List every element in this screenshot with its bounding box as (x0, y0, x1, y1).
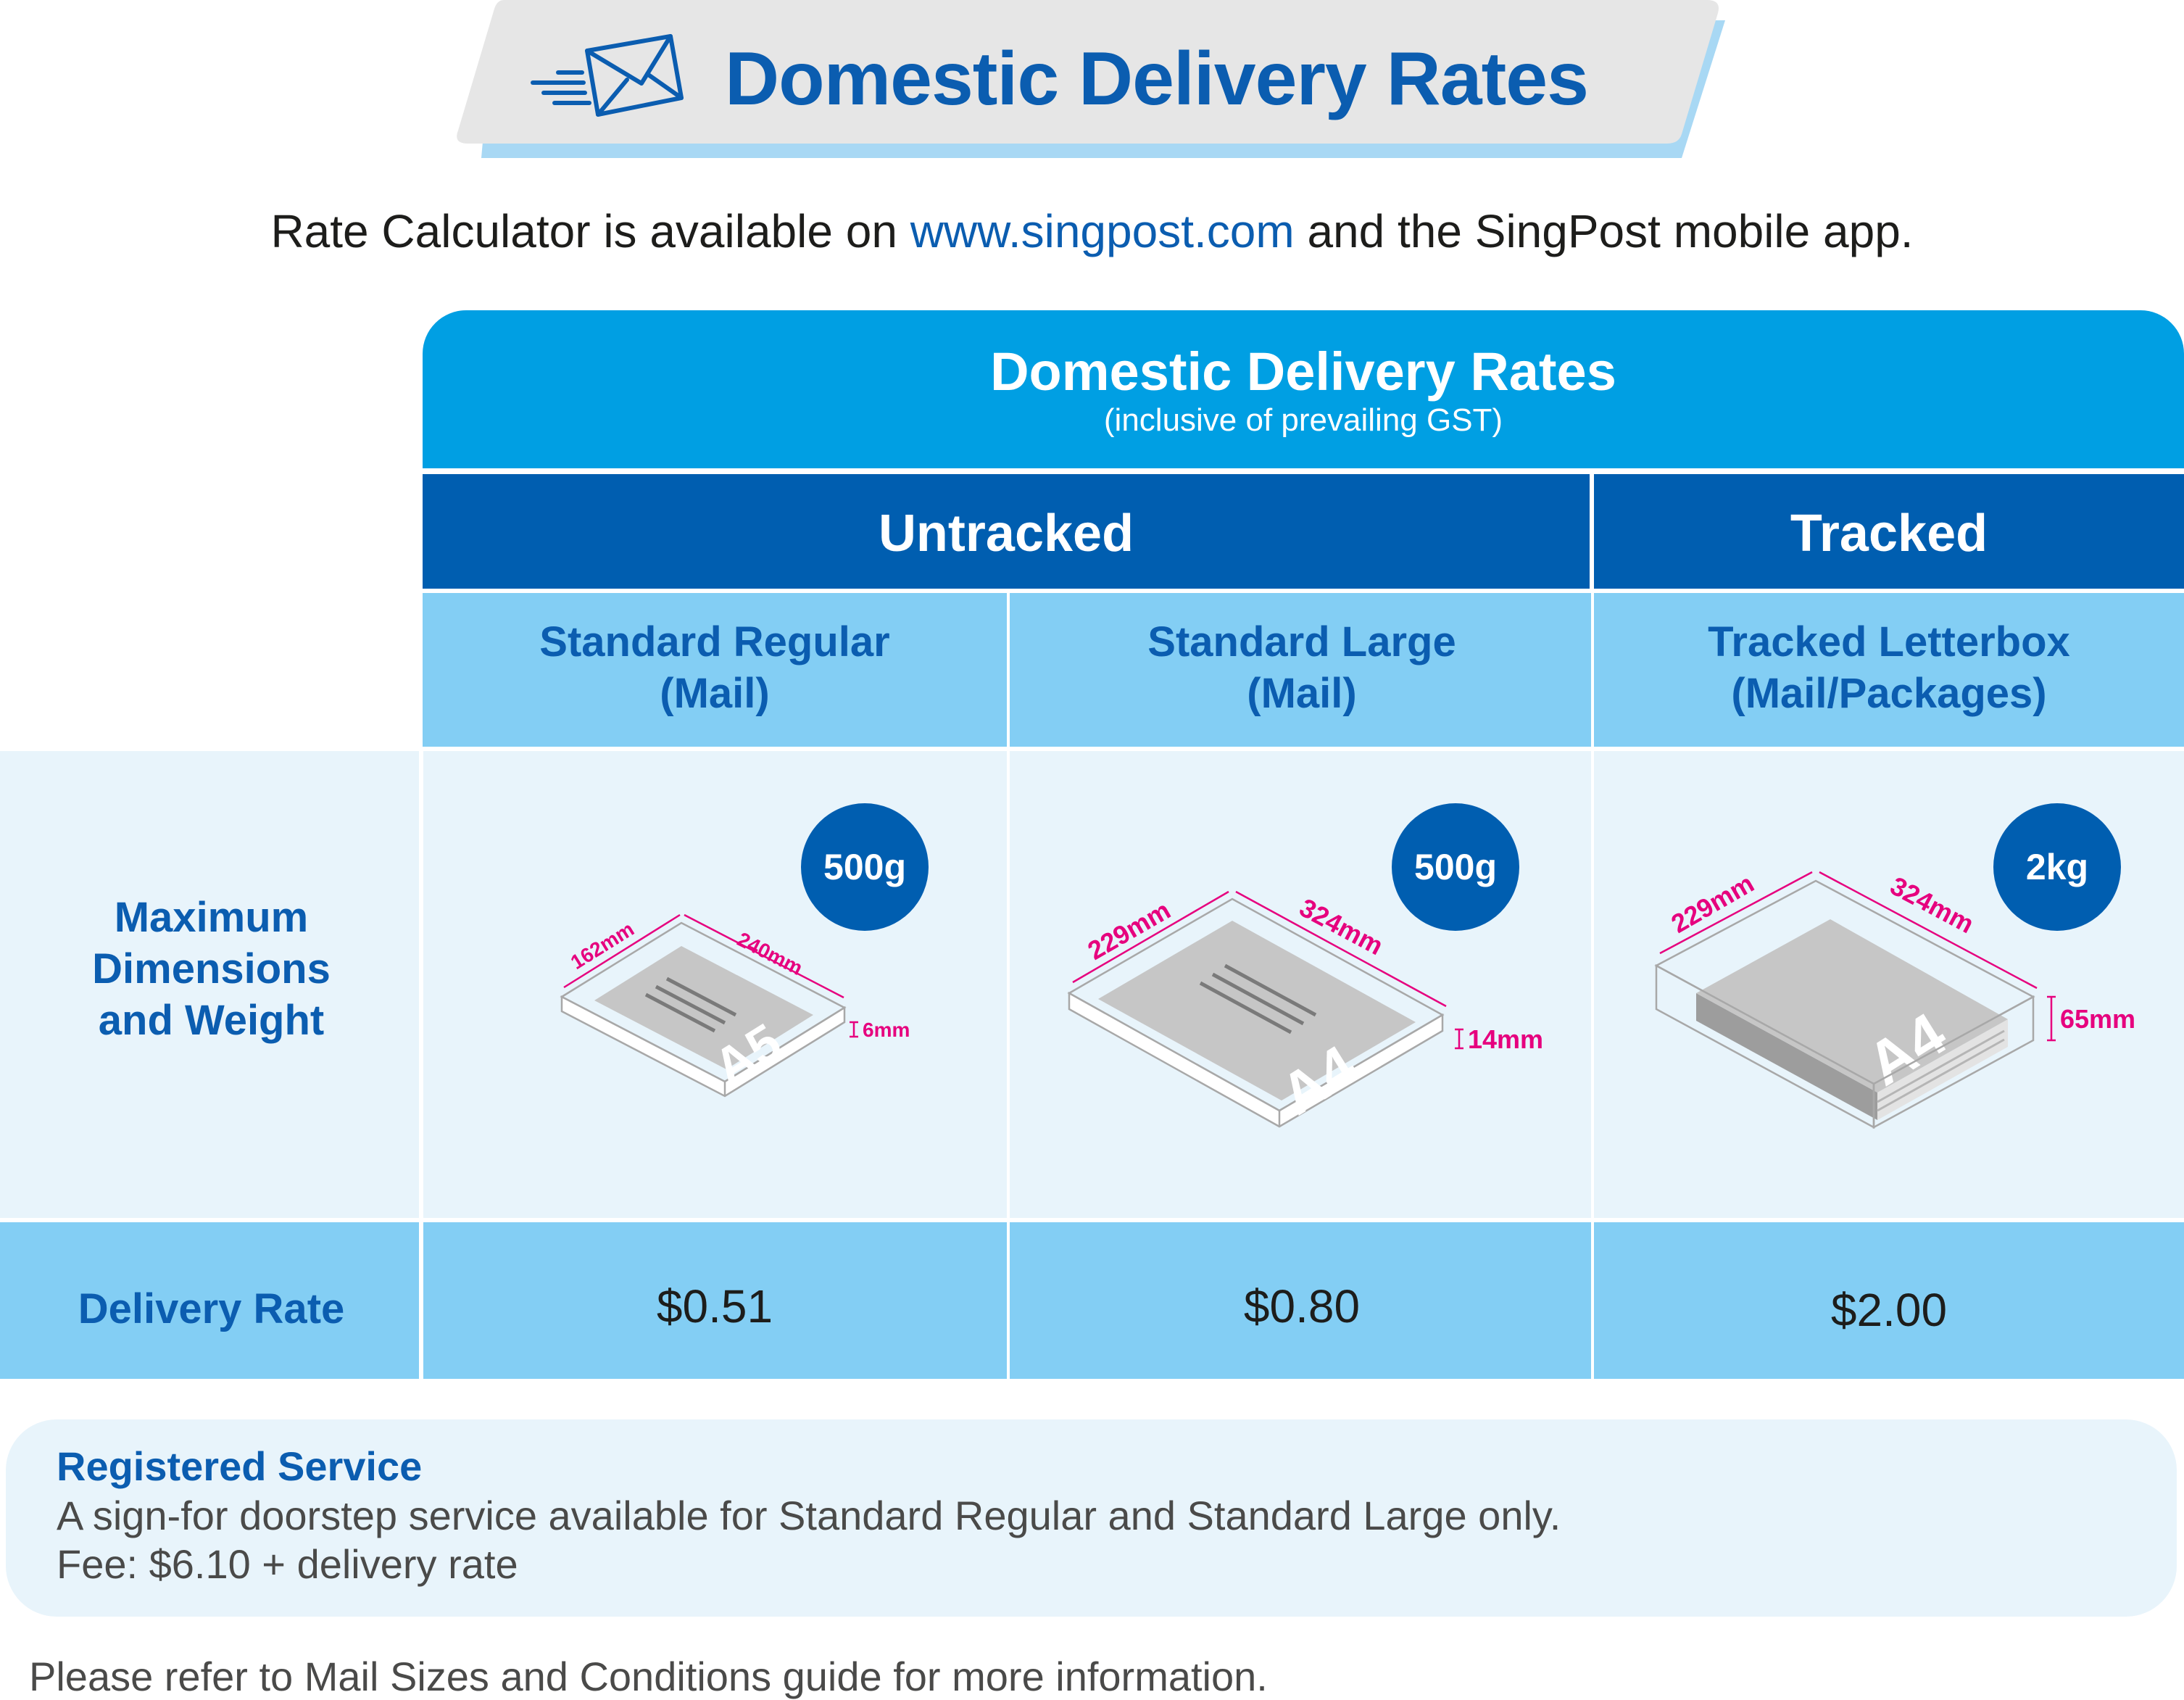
registered-service-box (6, 1419, 2177, 1617)
envelope-icon (531, 34, 684, 117)
dimension-length-label: 324mm (1885, 871, 1979, 939)
a5-envelope-illustration: A5 162mm 240mm 6mm (560, 913, 910, 1098)
service-name-tracked-letterbox: Tracked Letterbox (Mail/Packages) (1594, 616, 2184, 719)
footer-note: Please refer to Mail Sizes and Condition… (29, 1654, 1268, 1699)
registered-service-fee: Fee: $6.10 + delivery rate (57, 1541, 518, 1587)
tracked-label: Tracked (1790, 505, 1988, 563)
row-label-line1: Maximum (114, 894, 309, 941)
service-name-line1: Standard Large (1147, 618, 1456, 666)
table-subtitle: (inclusive of prevailing GST) (1103, 402, 1503, 438)
service-name-line1: Tracked Letterbox (1708, 618, 2070, 666)
service-name-standard-large: Standard Large (Mail) (1010, 616, 1594, 719)
service-name-standard-regular: Standard Regular (Mail) (423, 616, 1007, 719)
row-label-line2: Dimensions (92, 945, 331, 992)
a4-envelope-illustration: A4 229mm 324mm 14mm (1067, 890, 1543, 1128)
rate-row (0, 1222, 2184, 1379)
singpost-link[interactable]: www.singpost.com (910, 205, 1295, 257)
note-prefix: Rate Calculator is available on (270, 205, 910, 257)
service-header-row (423, 593, 2184, 747)
registered-service-title: Registered Service (57, 1443, 423, 1489)
row-divider (423, 747, 2184, 751)
column-divider (1007, 593, 1010, 1379)
registered-service-description: A sign-for doorstep service available fo… (57, 1493, 1561, 1538)
page-title: Domestic Delivery Rates (725, 37, 1589, 121)
weight-badge: 500g (1392, 803, 1519, 931)
untracked-group-header (423, 474, 1590, 589)
service-name-line2: (Mail) (660, 670, 770, 717)
column-divider (419, 751, 423, 1379)
title-banner (457, 0, 1725, 158)
dimension-width-label: 229mm (1666, 868, 1759, 939)
weight-badge: 500g (801, 803, 929, 931)
dimension-length-label: 240mm (734, 928, 806, 979)
row-label-dimensions: Maximum Dimensions and Weight (0, 892, 423, 1046)
table-title: Domestic Delivery Rates (990, 341, 1616, 402)
service-name-line2: (Mail/Packages) (1731, 670, 2047, 717)
row-divider (423, 589, 2184, 593)
a4-package-illustration: A4 229mm 324mm 65mm (1654, 868, 2135, 1129)
row-label-rate: Delivery Rate (78, 1285, 345, 1332)
table-header (423, 310, 2184, 468)
row-divider (423, 470, 2184, 474)
tracked-group-header (1594, 474, 2184, 589)
dimension-thickness-label: 6mm (863, 1019, 910, 1041)
column-divider (1591, 474, 1594, 1379)
rate-standard-large: $0.80 (1243, 1280, 1361, 1332)
row-divider (0, 1218, 2184, 1222)
dimension-width-label: 162mm (567, 918, 638, 974)
weight-badge: 2kg (1993, 803, 2121, 931)
untracked-label: Untracked (878, 505, 1134, 563)
rate-standard-regular: $0.51 (656, 1280, 773, 1332)
note-suffix: and the SingPost mobile app. (1294, 205, 1914, 257)
service-name-line1: Standard Regular (539, 618, 890, 666)
dimension-thickness-label: 65mm (2060, 1004, 2135, 1034)
dimension-thickness-label: 14mm (1468, 1024, 1543, 1054)
row-label-line3: and Weight (98, 997, 325, 1044)
rate-calculator-note: Rate Calculator is available on www.sing… (0, 204, 2184, 258)
rate-tracked-letterbox: $2.00 (1830, 1284, 1948, 1336)
dimension-length-label: 324mm (1295, 892, 1388, 961)
service-name-line2: (Mail) (1247, 670, 1357, 717)
